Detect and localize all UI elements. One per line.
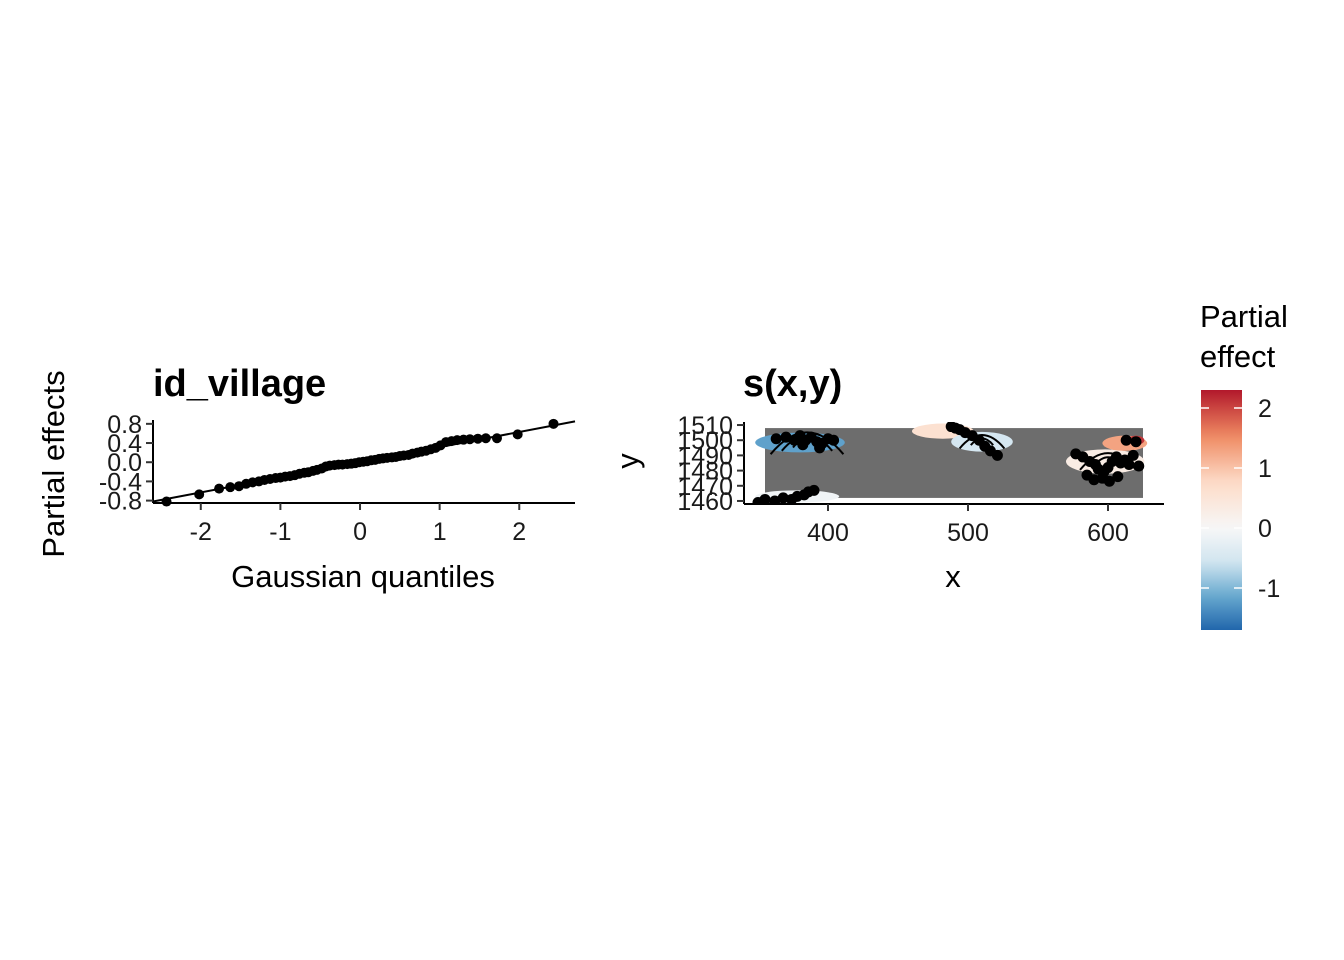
- legend-title: Partial effect: [1200, 299, 1288, 374]
- surface-point: [1123, 459, 1135, 471]
- smooth-y-tick-label: 1480: [677, 458, 733, 486]
- smooth-title: s(x,y): [743, 363, 842, 405]
- legend-tick-label: 1: [1258, 455, 1272, 483]
- surface-point: [1133, 460, 1145, 472]
- smooth-y-tick-label: 1490: [677, 442, 733, 470]
- qq-point: [512, 429, 523, 440]
- surface-point: [1120, 434, 1132, 446]
- qq-x-tick-label: 1: [433, 518, 447, 546]
- qq-plot-y-axis-label: Partial effects: [36, 370, 71, 557]
- qq-point: [225, 482, 236, 493]
- surface-point: [1088, 474, 1100, 486]
- smooth-marks: [752, 422, 1148, 504]
- qq-y-tick-label: 0.4: [107, 430, 142, 458]
- surface-point: [814, 442, 826, 454]
- qq-x-tick-label: -1: [269, 518, 291, 546]
- qq-point: [214, 483, 225, 494]
- qq-plot-marks: [152, 418, 576, 507]
- surface-point: [1130, 436, 1142, 448]
- qq-y-tick-label: 0.8: [107, 411, 142, 439]
- qq-x-tick-label: 2: [512, 518, 526, 546]
- surface-point: [828, 434, 840, 446]
- smooth-x-tick-label: 500: [947, 519, 989, 547]
- surface-point: [769, 495, 781, 504]
- surface-point: [1112, 471, 1124, 483]
- qq-point: [548, 418, 559, 429]
- qq-plot-panel: id_village -2 -1 0 1 2 -0.8-0.40.00.40.8 Gaus…: [36, 363, 576, 594]
- smooth-y-tick-label: 1500: [677, 427, 733, 455]
- surface-point: [1127, 449, 1139, 461]
- smooth-panel: s(x,y) 400 500 600 146014701480149015001510…: [610, 363, 1164, 594]
- surface-contour: [958, 434, 1006, 450]
- legend-colorbar: [1201, 390, 1242, 630]
- qq-y-tick-label: 0.0: [107, 449, 142, 477]
- surface-point: [808, 484, 820, 496]
- surface-point: [991, 449, 1003, 461]
- qq-plot-x-axis-label: Gaussian quantiles: [231, 559, 495, 594]
- surface-point: [777, 492, 789, 504]
- qq-point: [464, 434, 475, 445]
- smooth-y-tick-label: 1470: [677, 473, 733, 501]
- smooth-y-tick-label: 1460: [677, 488, 733, 516]
- qq-y-tick-label: -0.8: [99, 488, 142, 516]
- qq-plot-title: id_village: [153, 363, 326, 405]
- smooth-x-tick-label: 400: [807, 519, 849, 547]
- qq-point: [161, 496, 172, 507]
- surface-contour: [769, 431, 845, 455]
- qq-point: [472, 433, 483, 444]
- legend-tick-label: 2: [1258, 395, 1272, 423]
- qq-point: [491, 433, 502, 444]
- qq-x-tick-label: 0: [353, 518, 367, 546]
- legend-tick-label: -1: [1258, 575, 1280, 603]
- qq-y-tick-label: -0.4: [99, 468, 142, 496]
- smooth-x-tick-label: 600: [1087, 519, 1129, 547]
- surface-point: [759, 493, 771, 504]
- smooth-y-tick-label: 1510: [677, 412, 733, 440]
- smooth-x-axis-label: x: [945, 559, 961, 594]
- legend-ticks: -1 0 1 2: [1201, 395, 1280, 603]
- qq-point: [480, 433, 491, 444]
- smooth-y-axis-label: y: [610, 453, 645, 469]
- surface-point: [1103, 475, 1115, 487]
- qq-plot-axes: -2 -1 0 1 2 -0.8-0.40.00.40.8: [99, 411, 575, 546]
- surface-point: [797, 439, 809, 451]
- qq-x-tick-label: -2: [190, 518, 212, 546]
- surface-point: [770, 433, 782, 445]
- qq-point: [194, 489, 205, 500]
- legend-tick-label: 0: [1258, 515, 1272, 543]
- color-legend: Partial effect -1 0 1 2: [1200, 299, 1288, 630]
- surface-point: [780, 431, 792, 443]
